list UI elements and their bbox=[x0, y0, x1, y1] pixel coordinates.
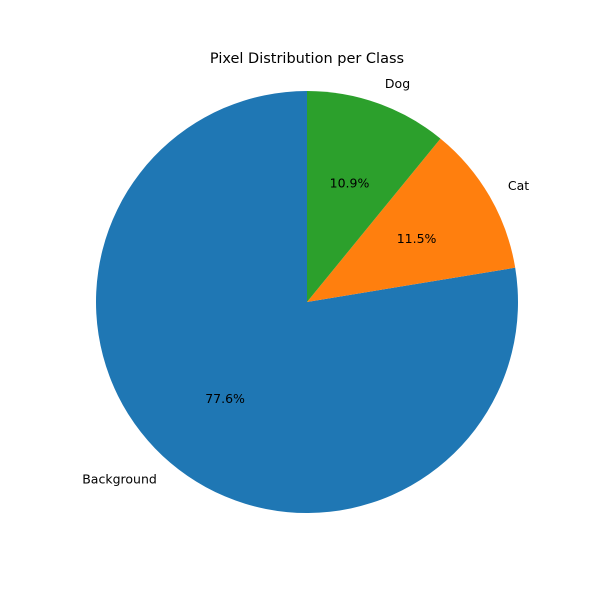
slice-percent-cat: 11.5% bbox=[397, 231, 437, 246]
slice-percent-background: 77.6% bbox=[205, 391, 245, 406]
pie-slices bbox=[95, 91, 518, 513]
slice-label-dog: Dog bbox=[385, 76, 410, 91]
pie-labels: Background 77.6% Cat 11.5% Dog 10.9% bbox=[82, 76, 529, 487]
slice-label-cat: Cat bbox=[508, 178, 529, 193]
chart-title: Pixel Distribution per Class bbox=[210, 51, 404, 67]
pie-slice-cat bbox=[307, 138, 516, 302]
slice-percent-dog: 10.9% bbox=[330, 175, 370, 190]
slice-label-background: Background bbox=[82, 471, 157, 486]
pie-slice-dog bbox=[307, 91, 441, 302]
